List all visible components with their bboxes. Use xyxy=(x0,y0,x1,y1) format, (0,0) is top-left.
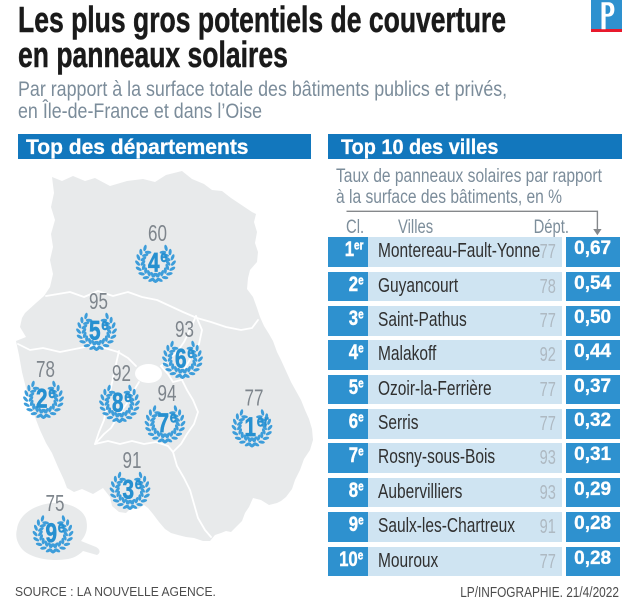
svg-text:e: e xyxy=(170,408,177,427)
svg-text:92: 92 xyxy=(112,362,131,387)
svg-text:e: e xyxy=(58,518,65,537)
svg-text:e: e xyxy=(187,343,194,362)
svg-text:1: 1 xyxy=(244,413,255,443)
svg-text:91: 91 xyxy=(123,449,142,474)
svg-text:e: e xyxy=(48,383,55,402)
svg-text:4: 4 xyxy=(148,248,160,278)
svg-text:3: 3 xyxy=(122,475,133,505)
svg-text:e: e xyxy=(124,387,131,406)
svg-text:e: e xyxy=(135,474,142,493)
svg-text:er: er xyxy=(257,412,269,431)
svg-text:94: 94 xyxy=(158,382,177,407)
svg-text:9: 9 xyxy=(45,519,56,549)
svg-text:e: e xyxy=(160,247,167,266)
svg-text:8: 8 xyxy=(112,388,123,418)
svg-text:6: 6 xyxy=(175,344,186,374)
svg-text:78: 78 xyxy=(36,358,55,383)
svg-text:e: e xyxy=(101,315,108,334)
svg-text:95: 95 xyxy=(89,290,108,315)
svg-text:2: 2 xyxy=(36,384,47,414)
svg-text:75: 75 xyxy=(46,492,65,517)
svg-text:7: 7 xyxy=(157,409,168,439)
svg-text:93: 93 xyxy=(175,318,194,343)
svg-text:5: 5 xyxy=(89,316,100,346)
svg-text:77: 77 xyxy=(245,386,264,411)
svg-text:60: 60 xyxy=(148,222,167,247)
